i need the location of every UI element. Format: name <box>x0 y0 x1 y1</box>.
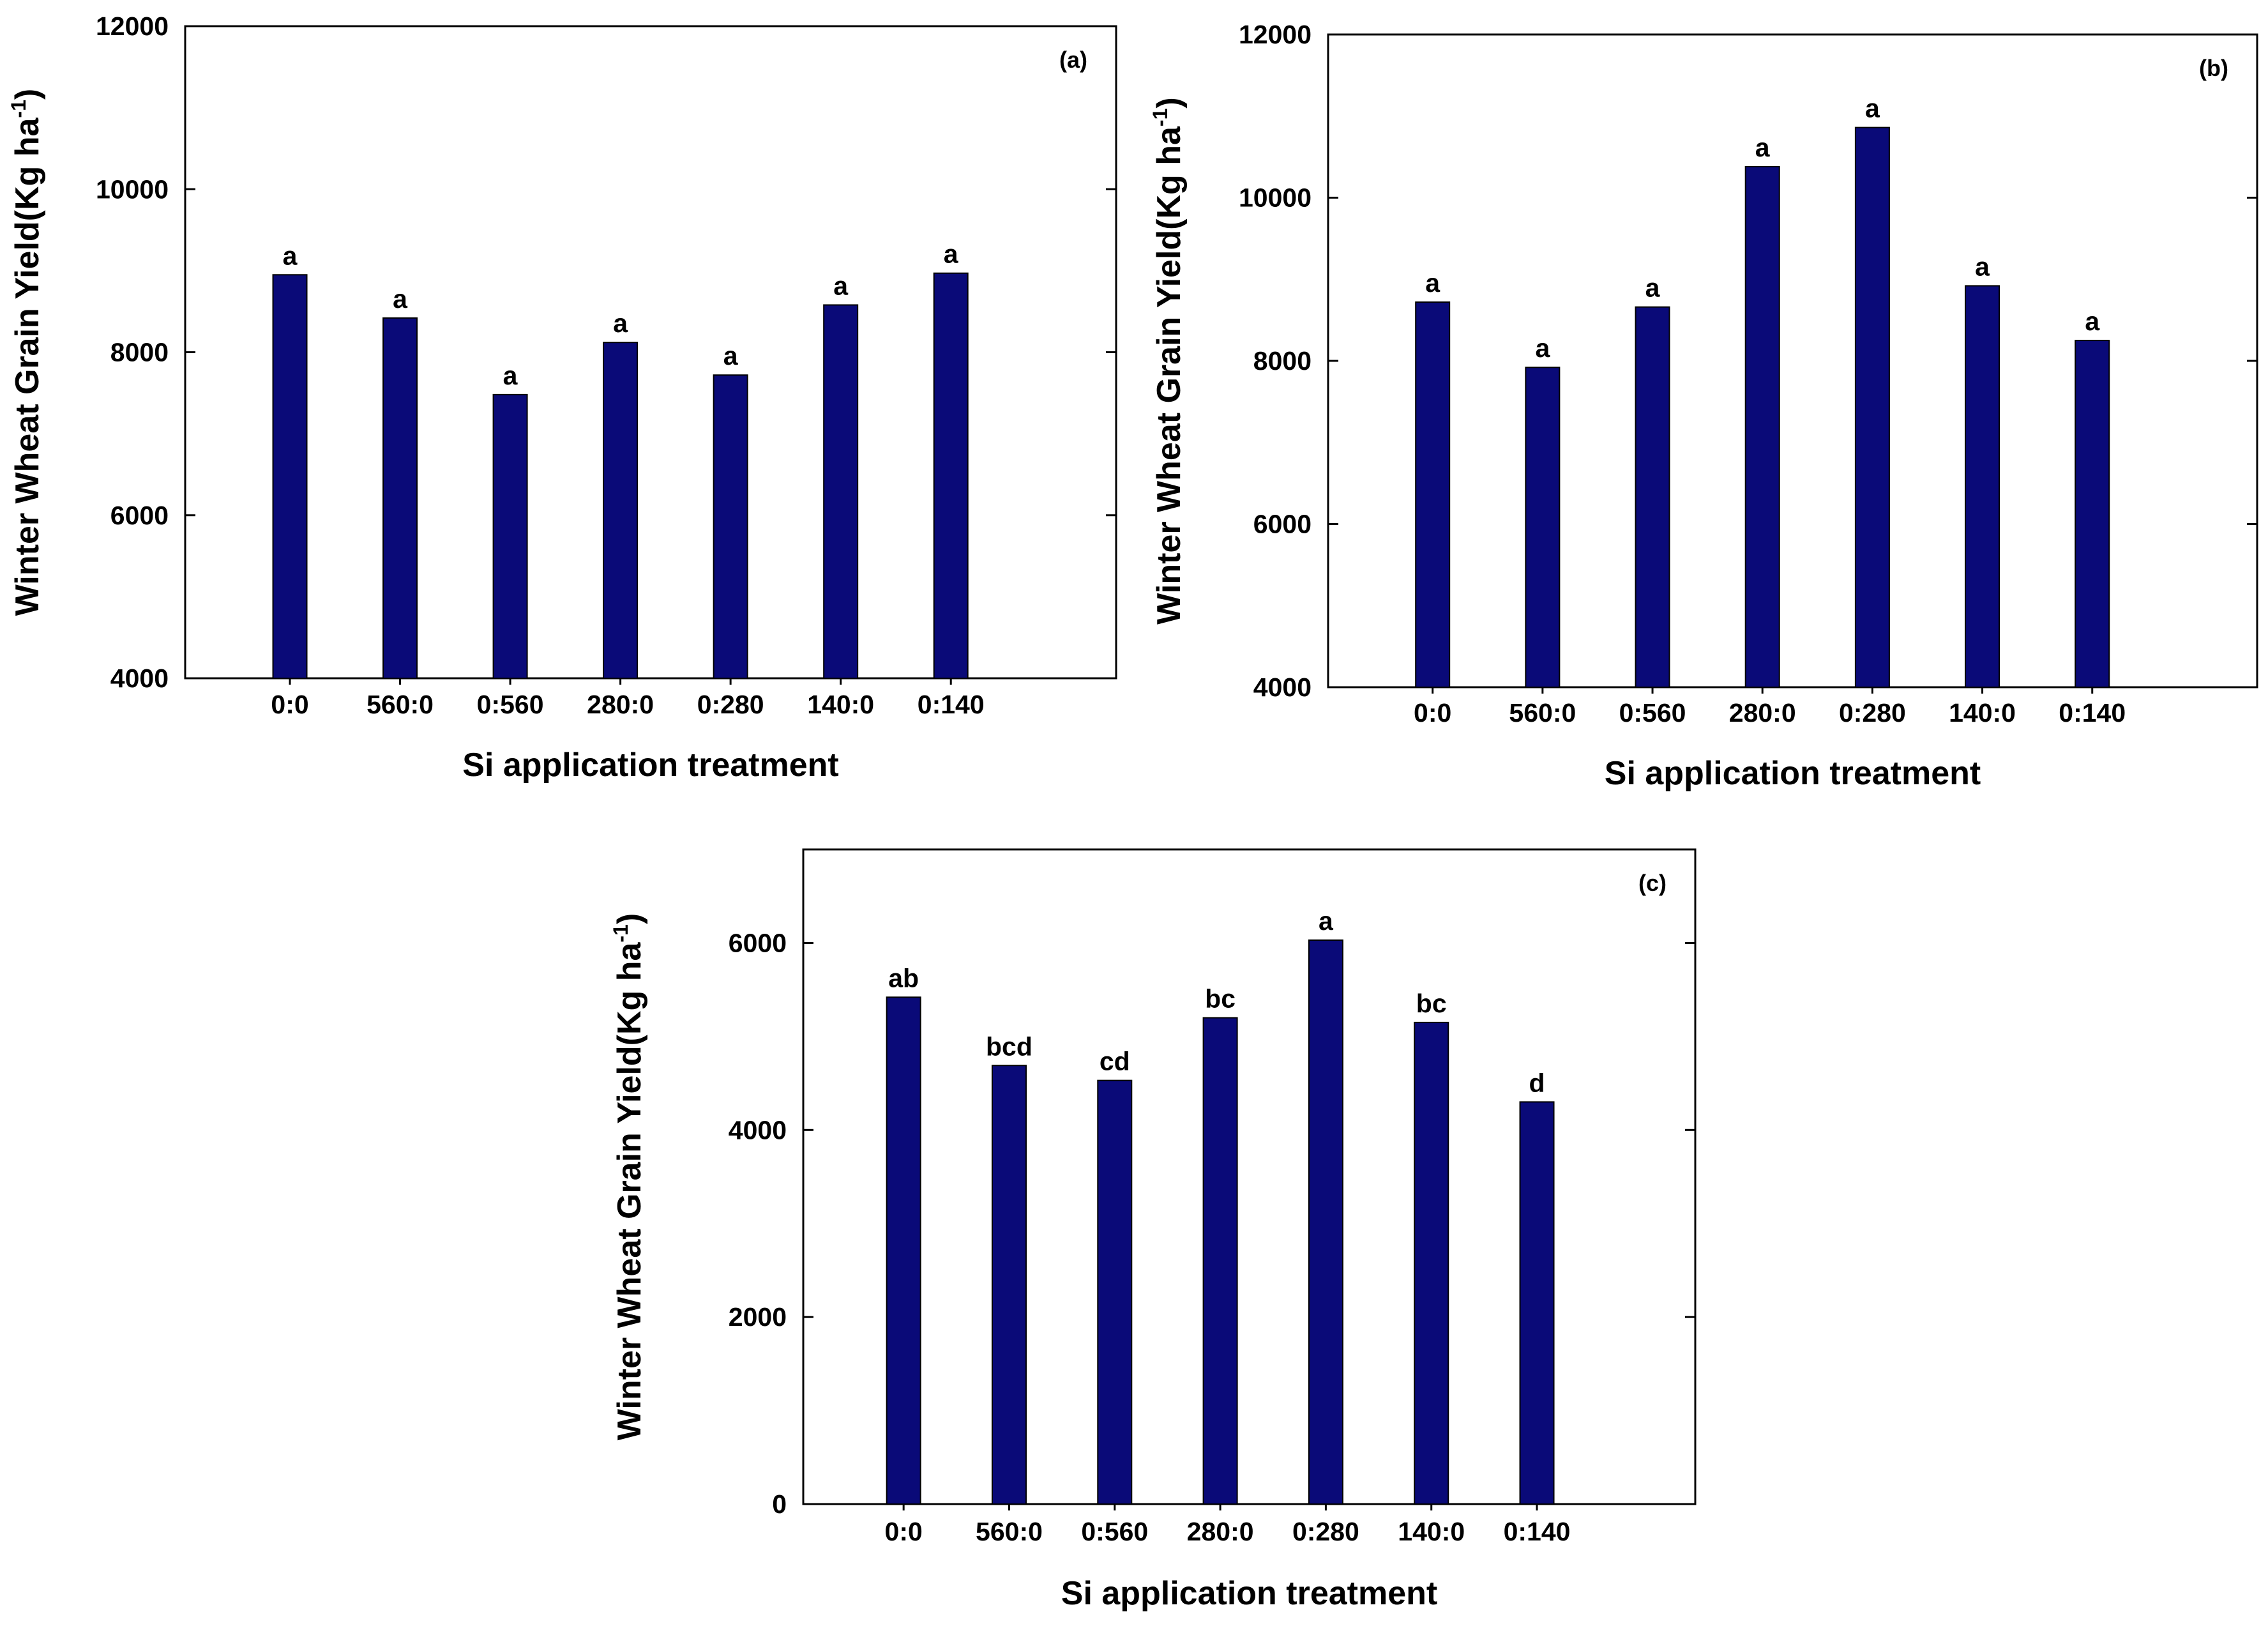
x-tick-label: 0:280 <box>697 690 764 719</box>
y-axis-title: Winter Wheat Grain Yield(Kg ha-1) <box>7 89 46 616</box>
significance-label: a <box>723 341 739 370</box>
x-tick-label: 0:280 <box>1839 698 1906 727</box>
bar-0-140 <box>933 272 969 679</box>
plot-frame <box>1327 33 2258 688</box>
significance-label: a <box>944 240 959 269</box>
bar-0-0 <box>272 274 308 680</box>
significance-label: a <box>503 361 518 390</box>
x-axis-title: Si application treatment <box>1061 1575 1437 1612</box>
significance-label: a <box>2085 307 2100 336</box>
y-tick-label: 10000 <box>1239 183 1312 213</box>
significance-label: a <box>1975 252 1990 281</box>
bar-140-0 <box>1414 1021 1449 1505</box>
bar-0-140 <box>1519 1101 1555 1505</box>
bar-0-0 <box>1415 301 1451 688</box>
y-tick-label: 2000 <box>729 1302 787 1332</box>
panel-label: (a) <box>1059 47 1087 73</box>
y-tick-label: 12000 <box>96 11 169 41</box>
bar-560-0 <box>382 317 418 679</box>
x-tick-label: 0:560 <box>1081 1517 1148 1546</box>
x-tick-label: 140:0 <box>1949 698 2016 727</box>
y-tick-label: 8000 <box>110 338 169 367</box>
x-tick-label: 140:0 <box>1398 1517 1465 1546</box>
x-tick-label: 280:0 <box>587 690 654 719</box>
significance-label: a <box>613 308 628 338</box>
y-tick-label: 8000 <box>1253 346 1312 376</box>
x-tick-label: 0:560 <box>1619 698 1686 727</box>
y-tick-label: 10000 <box>96 174 169 204</box>
significance-label: a <box>1425 268 1440 298</box>
y-tick-label: 6000 <box>729 928 787 957</box>
x-tick-label: 140:0 <box>807 690 874 719</box>
bar-140-0 <box>1965 285 2000 688</box>
plot-frame <box>802 848 1697 1505</box>
y-tick-label: 4000 <box>1253 673 1312 702</box>
x-axis-title: Si application treatment <box>462 747 838 784</box>
x-tick-label: 0:0 <box>271 690 308 719</box>
bar-0-0 <box>886 996 921 1505</box>
significance-label: a <box>393 284 408 314</box>
bar-280-0 <box>603 342 639 679</box>
y-tick-label: 6000 <box>110 501 169 530</box>
bar-280-0 <box>1202 1017 1238 1505</box>
x-tick-label: 560:0 <box>1509 698 1576 727</box>
bar-140-0 <box>823 304 859 680</box>
bar-560-0 <box>1525 367 1561 688</box>
x-tick-label: 0:0 <box>1414 698 1451 727</box>
x-tick-label: 280:0 <box>1187 1517 1254 1546</box>
chart-panel-3: 02000400060000:0ab560:0bcd0:560cd280:0bc… <box>609 848 1697 1612</box>
significance-label: a <box>833 271 849 300</box>
x-tick-label: 0:280 <box>1292 1517 1359 1546</box>
x-axis-title: Si application treatment <box>1605 755 1981 792</box>
plot-frame <box>184 25 1117 680</box>
y-axis-title: Winter Wheat Grain Yield(Kg ha-1) <box>609 913 648 1440</box>
bar-0-280 <box>1854 126 1890 688</box>
y-tick-label: 4000 <box>729 1115 787 1144</box>
bar-0-560 <box>1635 306 1670 688</box>
y-axis-title: Winter Wheat Grain Yield(Kg ha-1) <box>1149 97 1188 624</box>
significance-label: ab <box>888 963 919 992</box>
x-tick-label: 0:560 <box>477 690 544 719</box>
x-tick-label: 560:0 <box>976 1517 1043 1546</box>
x-tick-label: 0:140 <box>2059 698 2126 727</box>
x-tick-label: 0:140 <box>1504 1517 1571 1546</box>
significance-label: a <box>1319 906 1334 936</box>
bar-0-560 <box>1097 1079 1133 1505</box>
bar-0-560 <box>492 393 528 679</box>
significance-label: bc <box>1416 989 1447 1018</box>
significance-label: a <box>283 241 298 270</box>
significance-label: a <box>1535 333 1550 363</box>
significance-label: bcd <box>986 1031 1032 1061</box>
x-tick-label: 280:0 <box>1729 698 1796 727</box>
chart-panel-2: 4000 6000 8000 10000 12000 0:0 a 560:0 a 0:560 a 28… <box>1149 20 2258 792</box>
x-tick-label: 560:0 <box>367 690 434 719</box>
panel-label: (c) <box>1638 870 1667 896</box>
chart-panel-1: 4000 6000 8000 10000 12000 0:0 a 560:0 a 0:560 a 28… <box>7 11 1117 784</box>
panel-label: (b) <box>2199 55 2228 81</box>
significance-label: cd <box>1100 1047 1130 1076</box>
significance-label: d <box>1529 1068 1545 1097</box>
bar-560-0 <box>991 1065 1027 1505</box>
significance-label: a <box>1755 133 1771 162</box>
significance-label: a <box>1645 273 1661 303</box>
y-tick-label: 12000 <box>1239 20 1312 49</box>
significance-label: a <box>1865 94 1880 123</box>
bar-0-280 <box>713 374 748 679</box>
bar-280-0 <box>1744 165 1780 688</box>
y-tick-label: 0 <box>772 1489 787 1519</box>
y-tick-label: 4000 <box>110 664 169 693</box>
x-tick-label: 0:140 <box>918 690 985 719</box>
x-tick-label: 0:0 <box>885 1517 923 1546</box>
bar-0-140 <box>2075 340 2110 688</box>
significance-label: bc <box>1205 984 1236 1014</box>
bar-0-280 <box>1308 939 1343 1505</box>
y-tick-label: 6000 <box>1253 510 1312 539</box>
